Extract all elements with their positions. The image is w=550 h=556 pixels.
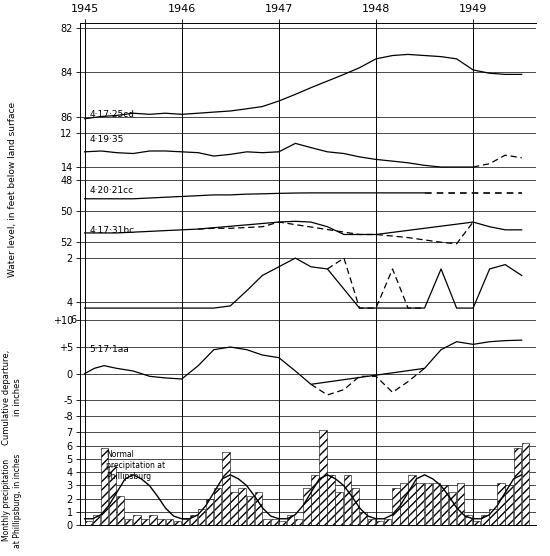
Bar (157, 519, 165, 525)
Bar (190, 515, 197, 525)
Bar (497, 483, 505, 525)
Text: 5·17·1aa: 5·17·1aa (90, 345, 129, 354)
Bar (514, 448, 521, 525)
Bar (505, 485, 513, 525)
Bar (133, 515, 141, 525)
Bar (101, 448, 108, 525)
Bar (327, 475, 335, 525)
Bar (408, 475, 416, 525)
Bar (230, 492, 238, 525)
Bar (182, 519, 189, 525)
Bar (263, 519, 270, 525)
Bar (141, 519, 148, 525)
Text: Cumulative departure,
in inches: Cumulative departure, in inches (2, 350, 22, 445)
Bar (150, 515, 157, 525)
Bar (198, 509, 205, 525)
Text: Normal
precipitation at
Phillipsburg: Normal precipitation at Phillipsburg (106, 450, 165, 481)
Text: 4·17·31bc: 4·17·31bc (90, 226, 135, 235)
Bar (392, 488, 400, 525)
Bar (246, 496, 254, 525)
Bar (433, 483, 440, 525)
Bar (449, 492, 456, 525)
Bar (214, 488, 222, 525)
Bar (117, 496, 124, 525)
Bar (125, 519, 133, 525)
Text: 4·20·21cc: 4·20·21cc (90, 186, 134, 195)
Bar (238, 488, 246, 525)
Bar (457, 483, 464, 525)
Bar (351, 488, 359, 525)
Bar (376, 522, 383, 525)
Bar (174, 522, 181, 525)
Bar (287, 515, 294, 525)
Bar (222, 452, 229, 525)
Bar (206, 499, 213, 525)
Bar (465, 515, 472, 525)
Bar (425, 483, 432, 525)
Bar (271, 519, 278, 525)
Text: 4·17·25cd: 4·17·25cd (90, 110, 134, 119)
Bar (522, 443, 529, 525)
Bar (441, 485, 448, 525)
Bar (416, 483, 424, 525)
Bar (473, 522, 481, 525)
Bar (336, 492, 343, 525)
Bar (109, 465, 116, 525)
Text: 4·19·35: 4·19·35 (90, 136, 124, 145)
Bar (303, 488, 311, 525)
Bar (490, 509, 497, 525)
Bar (279, 522, 286, 525)
Bar (311, 475, 318, 525)
Bar (85, 522, 92, 525)
Bar (295, 519, 303, 525)
Text: Monthly precipitation
at Phillipsburg, in inches: Monthly precipitation at Phillipsburg, i… (2, 453, 22, 548)
Bar (368, 519, 375, 525)
Bar (320, 430, 327, 525)
Bar (166, 519, 173, 525)
Bar (400, 483, 408, 525)
Text: Water level, in feet below land surface: Water level, in feet below land surface (8, 102, 16, 276)
Bar (92, 515, 100, 525)
Bar (481, 515, 488, 525)
Bar (360, 512, 367, 525)
Bar (255, 492, 262, 525)
Text: 6: 6 (71, 315, 77, 325)
Bar (344, 475, 351, 525)
Bar (384, 519, 392, 525)
